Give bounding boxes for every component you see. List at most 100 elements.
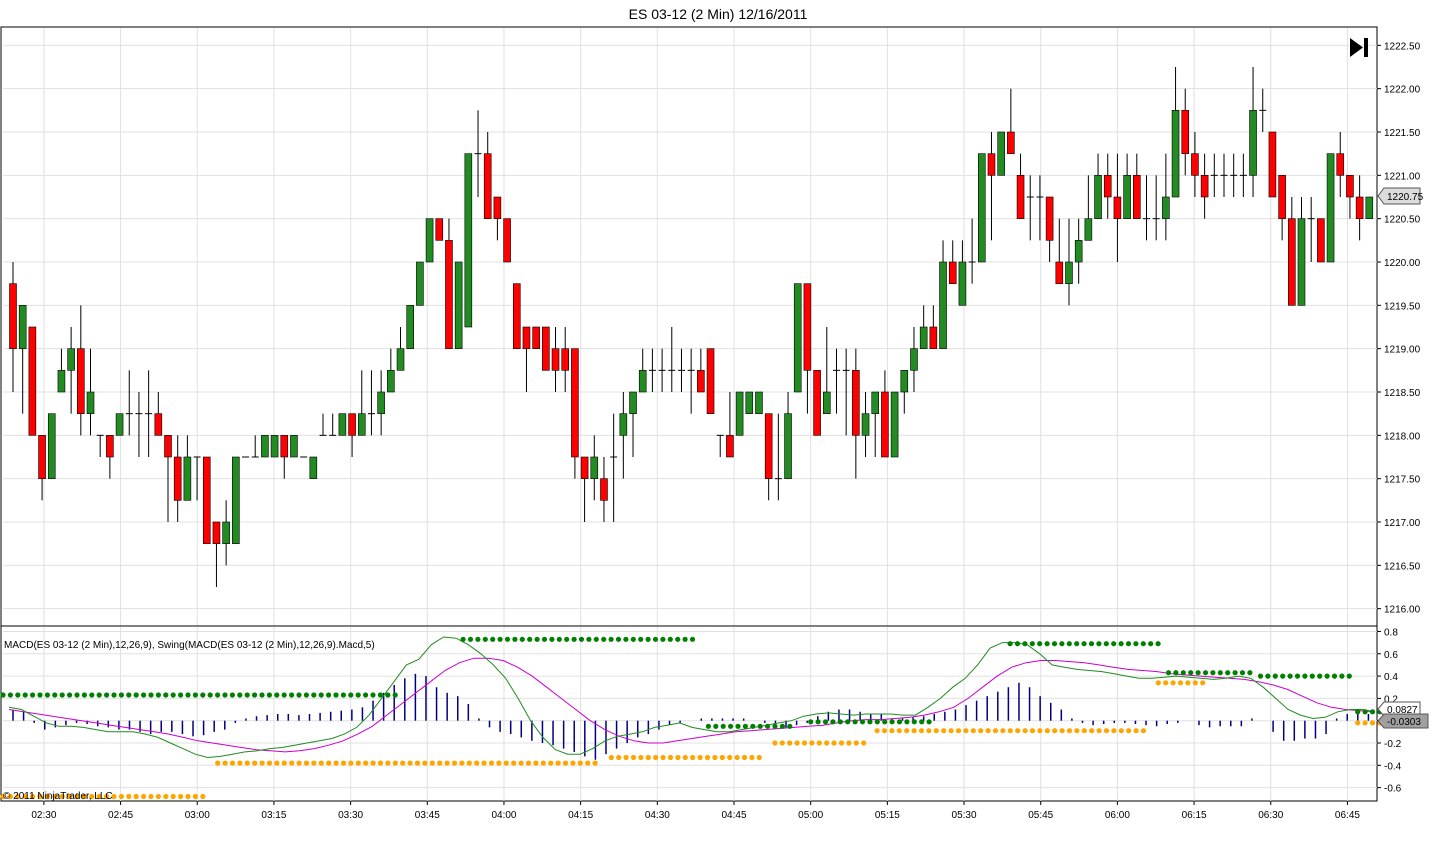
swing-high-dot	[586, 636, 592, 642]
swing-low-dot	[192, 793, 198, 800]
swing-low-dot	[525, 760, 532, 766]
candle	[1007, 88, 1015, 154]
candle	[890, 391, 899, 458]
swing-high-dot	[1257, 673, 1264, 679]
swing-high-dot	[1118, 641, 1124, 647]
swing-low-dot	[1081, 728, 1087, 734]
candle-body	[1355, 196, 1364, 219]
price-tick-label: 1216.50	[1384, 561, 1421, 572]
swing-high-dot	[44, 692, 51, 698]
swing-high-dot	[667, 636, 673, 642]
swing-low-dot	[296, 760, 302, 766]
swing-low-dot	[616, 754, 622, 761]
swing-low-dot	[933, 728, 939, 734]
swing-low-dot	[1185, 680, 1191, 686]
swing-high-dot	[822, 719, 829, 725]
candle	[726, 392, 734, 458]
swing-low-dot	[170, 793, 176, 800]
swing-high-dot	[534, 636, 540, 642]
candle-body	[270, 435, 279, 458]
candle-body	[483, 153, 492, 219]
swing-high-dot	[750, 723, 756, 729]
swing-low-dot	[838, 740, 845, 746]
swing-low-dot	[81, 793, 87, 800]
candle-body	[1065, 261, 1073, 284]
candle	[493, 196, 502, 241]
current-price-label: 1220.75	[1387, 192, 1424, 203]
swing-low-dot	[1037, 728, 1043, 734]
candle	[338, 413, 347, 436]
time-tick-label: 06:45	[1335, 810, 1360, 821]
swing-high-dot	[1355, 709, 1361, 715]
candle	[1200, 153, 1209, 219]
swing-low-dot	[274, 760, 280, 766]
candle	[1326, 153, 1335, 263]
candle-body	[425, 218, 434, 263]
swing-low-dot	[252, 760, 258, 766]
candle	[406, 305, 414, 349]
swing-high-dot	[765, 723, 771, 729]
candle-body	[561, 348, 570, 371]
candle-body	[212, 521, 221, 544]
swing-low-dot	[59, 793, 65, 800]
candle	[396, 327, 405, 371]
swing-low-dot	[548, 760, 554, 766]
swing-low-dot	[289, 760, 295, 766]
swing-high-dot	[1133, 641, 1139, 647]
candle	[96, 434, 104, 457]
swing-low-dot	[459, 760, 465, 766]
swing-high-dot	[1111, 641, 1117, 647]
candle-body	[1288, 218, 1296, 306]
swing-high-dot	[377, 692, 383, 698]
swing-high-dot	[541, 636, 548, 642]
swing-high-dot	[578, 636, 585, 642]
swing-high-dot	[259, 692, 265, 698]
go-to-end-button[interactable]	[1350, 38, 1368, 57]
candle	[416, 261, 424, 306]
candle-body	[47, 413, 56, 479]
swing-low-dot	[518, 760, 524, 766]
candle-body	[1346, 175, 1354, 198]
end-bar-icon[interactable]	[1364, 38, 1368, 57]
swing-low-dot	[540, 760, 546, 766]
swing-high-dot	[244, 692, 250, 698]
swing-high-dot	[490, 636, 496, 642]
swing-low-dot	[585, 760, 591, 766]
swing-low-dot	[259, 760, 265, 766]
candle	[474, 110, 482, 197]
swing-low-dot	[237, 760, 243, 766]
swing-low-dot	[407, 760, 413, 766]
candle	[86, 348, 95, 436]
swing-low-dot	[853, 740, 859, 746]
macd-tick-label: 0.6	[1384, 650, 1398, 661]
candle-body	[493, 196, 502, 219]
candle	[580, 456, 589, 522]
swing-high-dot	[215, 692, 221, 698]
swing-low-dot	[861, 740, 867, 746]
time-tick-label: 05:30	[952, 810, 977, 821]
swing-low-dot	[719, 754, 725, 761]
play-to-end-icon[interactable]	[1350, 38, 1363, 57]
swing-low-dot	[126, 793, 132, 800]
swing-high-dot	[274, 692, 280, 698]
swing-low-dot	[363, 760, 369, 766]
swing-low-dot	[889, 728, 895, 734]
swing-high-dot	[675, 636, 681, 642]
candle	[1065, 218, 1073, 306]
swing-low-dot	[215, 760, 221, 766]
swing-low-dot	[653, 754, 659, 761]
candle-body	[106, 435, 114, 458]
swing-high-dot	[170, 692, 176, 698]
swing-low-dot	[1074, 728, 1080, 734]
swing-low-dot	[370, 760, 376, 766]
candle-body	[387, 370, 395, 393]
swing-low-dot	[911, 728, 917, 734]
swing-low-dot	[1103, 728, 1110, 734]
swing-high-dot	[1014, 641, 1021, 647]
swing-low-dot	[874, 728, 880, 734]
candle-body	[958, 261, 967, 306]
swing-low-dot	[111, 793, 117, 800]
price-tick-label: 1221.00	[1384, 171, 1421, 182]
swing-high-dot	[904, 719, 910, 725]
candle	[212, 521, 221, 587]
